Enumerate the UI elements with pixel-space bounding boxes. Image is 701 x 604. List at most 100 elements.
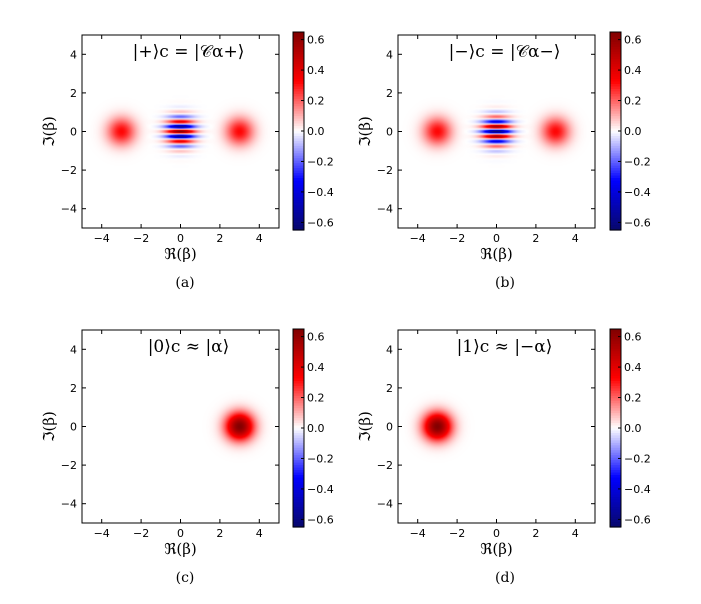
colorbar-segment xyxy=(610,98,621,102)
colorbar-segment xyxy=(610,390,621,394)
x-tick-label: −4 xyxy=(410,232,426,245)
colorbar-segment xyxy=(610,430,621,434)
colorbar-segment xyxy=(610,457,621,461)
colorbar-tick-label: −0.2 xyxy=(307,155,334,168)
colorbar-segment xyxy=(293,361,304,365)
panel-caption: (d) xyxy=(495,570,515,586)
colorbar-segment xyxy=(610,514,621,518)
colorbar-segment xyxy=(610,333,621,338)
colorbar-segment xyxy=(293,338,304,342)
colorbar-segment xyxy=(610,507,621,511)
colorbar-segment xyxy=(293,351,304,355)
colorbar-segment xyxy=(293,217,304,221)
colorbar-segment xyxy=(610,442,621,446)
colorbar-segment xyxy=(610,165,621,169)
colorbar-segment xyxy=(293,366,304,370)
colorbar-segment xyxy=(610,452,621,456)
colorbar-segment xyxy=(610,351,621,355)
colorbar-segment xyxy=(293,66,304,70)
colorbar-segment xyxy=(610,497,621,501)
colorbar-segment xyxy=(293,423,304,427)
colorbar-segment xyxy=(293,484,304,488)
colorbar-segment xyxy=(293,356,304,360)
colorbar-segment xyxy=(293,168,304,172)
colorbar-segment xyxy=(610,512,621,516)
panel-caption: (a) xyxy=(175,275,194,291)
colorbar-segment xyxy=(293,51,304,55)
colorbar-tick-label: 0.2 xyxy=(624,392,642,405)
colorbar-segment xyxy=(610,49,621,53)
colorbar-segment xyxy=(293,205,304,209)
colorbar-segment xyxy=(293,494,304,498)
colorbar-segment xyxy=(610,440,621,444)
colorbar-tick-label: −0.6 xyxy=(307,216,334,229)
colorbar-segment xyxy=(610,116,621,120)
colorbar-segment xyxy=(293,41,304,45)
colorbar-segment xyxy=(293,465,304,469)
colorbar-segment xyxy=(293,126,304,130)
x-tick-label: 2 xyxy=(532,232,539,245)
colorbar-segment xyxy=(293,143,304,147)
colorbar-segment xyxy=(293,86,304,90)
colorbar-segment xyxy=(610,420,621,424)
colorbar-tick-label: −0.2 xyxy=(624,155,651,168)
colorbar-segment xyxy=(610,34,621,38)
colorbar-segment xyxy=(610,225,621,229)
colorbar-segment xyxy=(293,39,304,43)
x-tick-label: −4 xyxy=(94,527,110,540)
colorbar-segment xyxy=(293,390,304,394)
colorbar-segment xyxy=(293,138,304,142)
y-tick-label: 2 xyxy=(386,382,393,395)
colorbar-segment xyxy=(610,91,621,95)
colorbar-segment xyxy=(610,220,621,224)
colorbar-segment xyxy=(293,445,304,449)
colorbar-segment xyxy=(610,128,621,132)
heatmap-image xyxy=(398,35,595,228)
colorbar-segment xyxy=(610,121,621,125)
colorbar-segment xyxy=(610,437,621,441)
colorbar-segment xyxy=(293,435,304,439)
colorbar-segment xyxy=(293,331,304,335)
colorbar-segment xyxy=(293,492,304,496)
y-tick-label: 0 xyxy=(386,421,393,434)
colorbar-segment xyxy=(610,432,621,437)
colorbar-segment xyxy=(610,126,621,130)
colorbar-segment xyxy=(293,111,304,115)
x-tick-label: −2 xyxy=(449,232,465,245)
colorbar-segment xyxy=(293,222,304,226)
colorbar-segment xyxy=(293,64,304,68)
panel-title: |+⟩c = |𝒞α+⟩ xyxy=(133,42,245,62)
colorbar-segment xyxy=(293,128,304,132)
colorbar-segment xyxy=(293,61,304,65)
colorbar-segment xyxy=(610,74,621,78)
colorbar-segment xyxy=(293,507,304,511)
heatmap-image xyxy=(82,35,279,228)
colorbar-segment xyxy=(610,405,621,409)
colorbar-segment xyxy=(610,423,621,427)
heatmap-image xyxy=(398,330,595,523)
colorbar-segment xyxy=(293,108,304,112)
colorbar-tick-label: 0.6 xyxy=(307,34,325,47)
colorbar-segment xyxy=(610,118,621,122)
colorbar-segment xyxy=(293,432,304,437)
colorbar-segment xyxy=(293,499,304,503)
colorbar-segment xyxy=(610,76,621,80)
colorbar-segment xyxy=(293,371,304,375)
colorbar-segment xyxy=(293,190,304,194)
x-axis-label: ℜ(β) xyxy=(480,540,513,558)
colorbar-segment xyxy=(293,49,304,53)
colorbar-segment xyxy=(293,96,304,100)
colorbar-segment xyxy=(610,133,621,137)
colorbar-segment xyxy=(610,36,621,41)
colorbar-segment xyxy=(610,81,621,85)
colorbar-segment xyxy=(610,143,621,147)
y-tick-label: −2 xyxy=(377,459,393,472)
colorbar-segment xyxy=(293,215,304,219)
colorbar-segment xyxy=(293,163,304,167)
colorbar-segment xyxy=(610,356,621,360)
colorbar-tick-label: 0.4 xyxy=(624,361,642,374)
colorbar-segment xyxy=(610,455,621,459)
colorbar-segment xyxy=(610,106,621,110)
colorbar-segment xyxy=(293,180,304,184)
